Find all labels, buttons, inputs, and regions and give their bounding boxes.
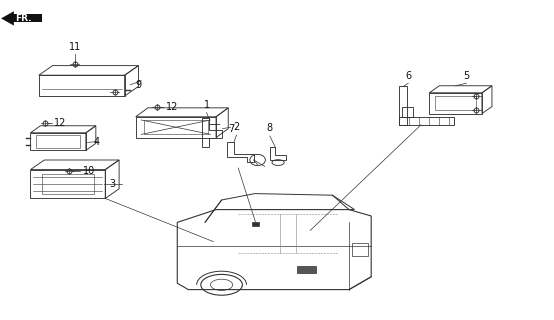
Text: 5: 5 <box>463 71 470 81</box>
Polygon shape <box>1 11 14 26</box>
Bar <box>352 243 368 256</box>
Text: 9: 9 <box>136 80 142 90</box>
Text: 12: 12 <box>54 118 66 128</box>
Text: 11: 11 <box>69 42 81 52</box>
Bar <box>252 222 259 226</box>
Text: FR.: FR. <box>16 14 32 23</box>
Text: 1: 1 <box>203 100 210 110</box>
Bar <box>297 266 316 273</box>
Text: 6: 6 <box>405 71 412 81</box>
Text: 7: 7 <box>228 124 234 134</box>
Text: 3: 3 <box>110 179 116 189</box>
Text: 12: 12 <box>166 102 178 112</box>
Polygon shape <box>11 14 42 22</box>
Text: 8: 8 <box>266 124 273 133</box>
Text: 10: 10 <box>83 166 95 176</box>
Text: 4: 4 <box>93 137 99 148</box>
Text: 2: 2 <box>233 123 240 132</box>
